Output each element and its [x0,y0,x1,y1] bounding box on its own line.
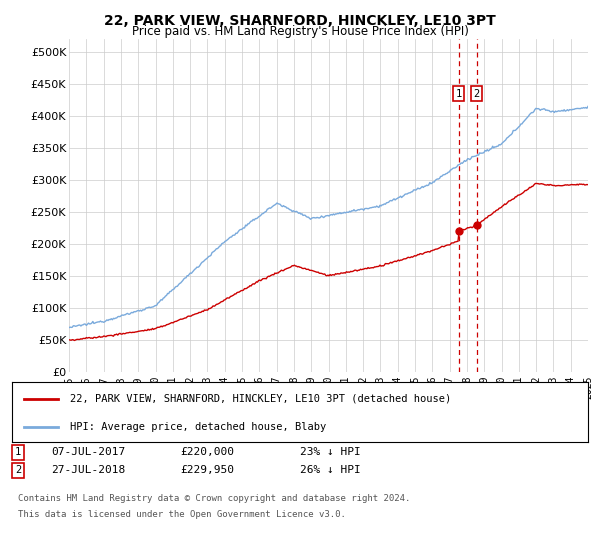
Text: HPI: Average price, detached house, Blaby: HPI: Average price, detached house, Blab… [70,422,326,432]
Text: 23% ↓ HPI: 23% ↓ HPI [300,447,361,458]
Text: 22, PARK VIEW, SHARNFORD, HINCKLEY, LE10 3PT: 22, PARK VIEW, SHARNFORD, HINCKLEY, LE10… [104,14,496,28]
Text: 1: 1 [15,447,21,458]
Text: 07-JUL-2017: 07-JUL-2017 [51,447,125,458]
Text: 2: 2 [15,465,21,475]
Text: £229,950: £229,950 [180,465,234,475]
Text: This data is licensed under the Open Government Licence v3.0.: This data is licensed under the Open Gov… [18,510,346,519]
Text: 27-JUL-2018: 27-JUL-2018 [51,465,125,475]
Text: £220,000: £220,000 [180,447,234,458]
Text: 2: 2 [473,88,480,99]
Text: 26% ↓ HPI: 26% ↓ HPI [300,465,361,475]
Text: Price paid vs. HM Land Registry's House Price Index (HPI): Price paid vs. HM Land Registry's House … [131,25,469,38]
Text: 22, PARK VIEW, SHARNFORD, HINCKLEY, LE10 3PT (detached house): 22, PARK VIEW, SHARNFORD, HINCKLEY, LE10… [70,394,451,404]
Text: 1: 1 [455,88,462,99]
Text: Contains HM Land Registry data © Crown copyright and database right 2024.: Contains HM Land Registry data © Crown c… [18,494,410,503]
